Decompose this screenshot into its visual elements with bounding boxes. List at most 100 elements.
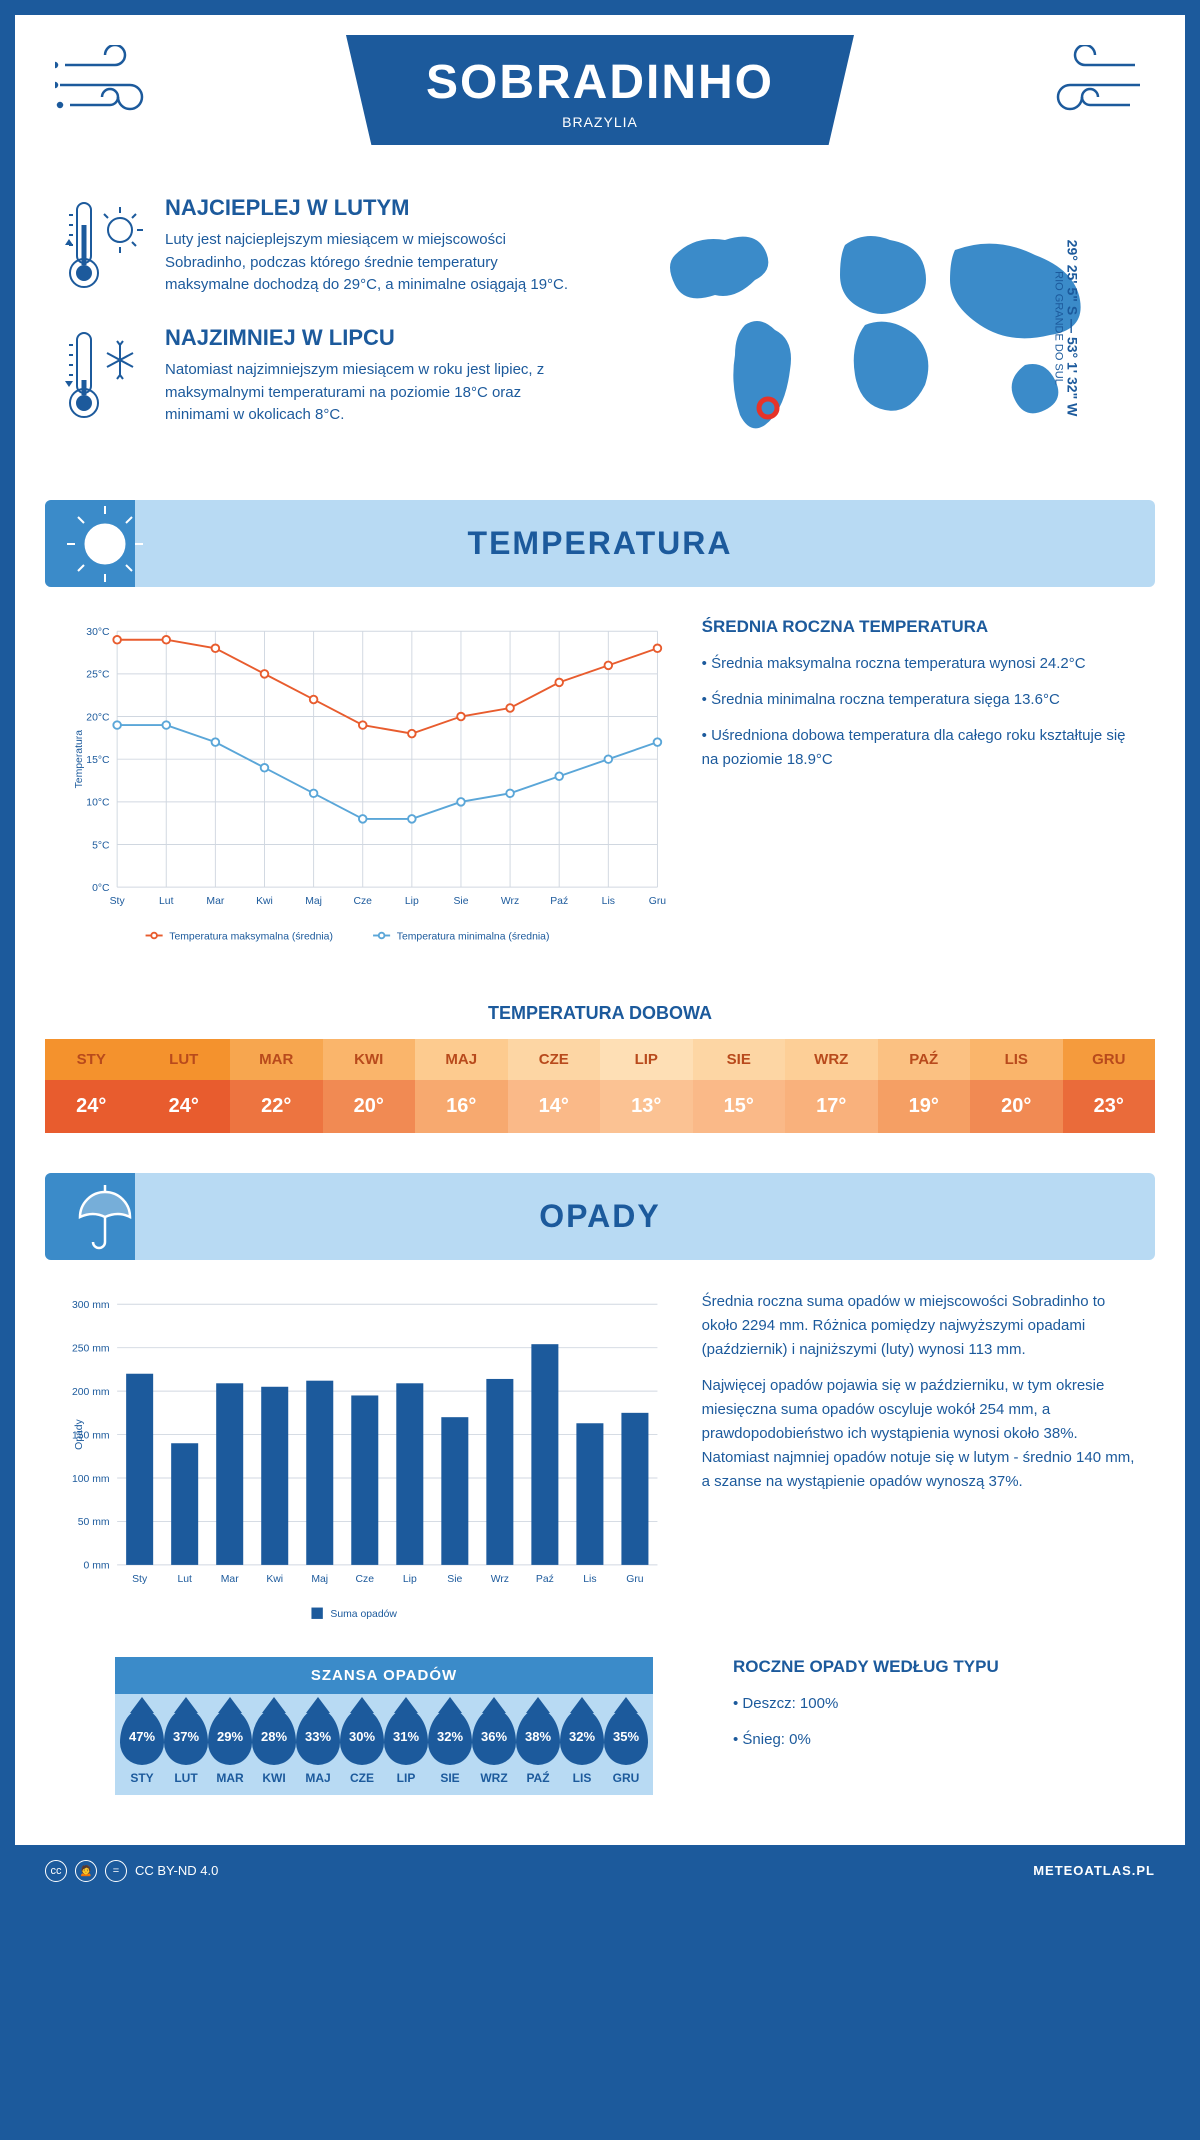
rain-chance-cell: 37%LUT <box>164 1709 208 1785</box>
section-rain-header: OPADY <box>45 1173 1155 1260</box>
cc-icon: cc <box>45 1860 67 1882</box>
temp-line-chart: 0°C 5°C 10°C 15°C 20°C 25°C 30°C Sty Lut Mar Kwi Ma… <box>65 617 672 963</box>
svg-text:Gru: Gru <box>649 896 667 907</box>
svg-text:Wrz: Wrz <box>501 896 519 907</box>
svg-text:50 mm: 50 mm <box>78 1517 110 1528</box>
svg-text:5°C: 5°C <box>92 840 110 851</box>
svg-text:10°C: 10°C <box>86 798 110 809</box>
nd-icon: = <box>105 1860 127 1882</box>
svg-text:Temperatura maksymalna (średni: Temperatura maksymalna (średnia) <box>169 931 333 942</box>
svg-text:Sty: Sty <box>132 1574 148 1585</box>
wind-icon <box>55 45 175 130</box>
temp-cell: LIS20° <box>970 1039 1063 1133</box>
svg-text:20°C: 20°C <box>86 712 110 723</box>
svg-text:30°C: 30°C <box>86 627 110 638</box>
daily-temp-title: TEMPERATURA DOBOWA <box>15 1003 1185 1024</box>
rain-chance-cell: 47%STY <box>120 1709 164 1785</box>
svg-text:200 mm: 200 mm <box>72 1387 110 1398</box>
fact-coldest: NAJZIMNIEJ W LIPCU Natomiast najzimniejs… <box>65 325 585 430</box>
svg-text:Maj: Maj <box>305 896 322 907</box>
section-temp-header: TEMPERATURA <box>45 500 1155 587</box>
temp-cell: GRU23° <box>1063 1039 1156 1133</box>
svg-text:Gru: Gru <box>626 1574 644 1585</box>
site-name: METEOATLAS.PL <box>1033 1863 1155 1878</box>
rain-chance-cell: 33%MAJ <box>296 1709 340 1785</box>
sun-icon <box>65 504 145 584</box>
fact-hottest: NAJCIEPLEJ W LUTYM Luty jest najcieplejs… <box>65 195 585 300</box>
temp-cell: KWI20° <box>323 1039 416 1133</box>
temp-cell: STY24° <box>45 1039 138 1133</box>
by-icon: 🙍 <box>75 1860 97 1882</box>
svg-text:Paź: Paź <box>550 896 568 907</box>
license-text: CC BY-ND 4.0 <box>135 1863 218 1878</box>
rain-chance-cell: 29%MAR <box>208 1709 252 1785</box>
rain-chance-row: 47%STY37%LUT29%MAR28%KWI33%MAJ30%CZE31%L… <box>115 1694 653 1795</box>
thermometer-sun-icon <box>65 195 145 300</box>
svg-text:Maj: Maj <box>311 1574 328 1585</box>
svg-text:Suma opadów: Suma opadów <box>330 1609 397 1620</box>
svg-text:Opady: Opady <box>74 1419 85 1450</box>
svg-text:15°C: 15°C <box>86 755 110 766</box>
svg-text:Paź: Paź <box>536 1574 554 1585</box>
temp-cell: CZE14° <box>508 1039 601 1133</box>
rain-chance-cell: 35%GRU <box>604 1709 648 1785</box>
rain-chance-title: SZANSA OPADÓW <box>115 1657 653 1694</box>
svg-text:Sty: Sty <box>110 896 126 907</box>
svg-text:300 mm: 300 mm <box>72 1300 110 1311</box>
rain-chance-cell: 36%WRZ <box>472 1709 516 1785</box>
fact-hot-title: NAJCIEPLEJ W LUTYM <box>165 195 585 221</box>
svg-text:Kwi: Kwi <box>266 1574 283 1585</box>
rain-chance-cell: 31%LIP <box>384 1709 428 1785</box>
umbrella-icon <box>65 1177 145 1257</box>
coordinates: 29° 25' 5" S — 53° 1' 32" W RIO GRANDE D… <box>1053 239 1081 416</box>
world-map: 29° 25' 5" S — 53° 1' 32" W RIO GRANDE D… <box>615 195 1135 460</box>
rain-chance-cell: 32%LIS <box>560 1709 604 1785</box>
temp-cell: SIE15° <box>693 1039 786 1133</box>
temp-avg-text: ŚREDNIA ROCZNA TEMPERATURA Średnia maksy… <box>702 617 1135 963</box>
wind-icon <box>1025 45 1145 130</box>
svg-text:Mar: Mar <box>221 1574 239 1585</box>
svg-text:Wrz: Wrz <box>491 1574 509 1585</box>
rain-chance-cell: 30%CZE <box>340 1709 384 1785</box>
svg-text:100 mm: 100 mm <box>72 1474 110 1485</box>
fact-cold-title: NAJZIMNIEJ W LIPCU <box>165 325 585 351</box>
daily-temp-table: STY24°LUT24°MAR22°KWI20°MAJ16°CZE14°LIP1… <box>45 1039 1155 1133</box>
svg-text:Mar: Mar <box>206 896 224 907</box>
footer: cc 🙍 = CC BY-ND 4.0 METEOATLAS.PL <box>15 1845 1185 1897</box>
temp-cell: MAJ16° <box>415 1039 508 1133</box>
svg-text:Lip: Lip <box>403 1574 417 1585</box>
svg-text:Cze: Cze <box>356 1574 375 1585</box>
fact-hot-text: Luty jest najcieplejszym miesiącem w mie… <box>165 229 585 297</box>
svg-text:Lut: Lut <box>159 896 174 907</box>
country-name: BRAZYLIA <box>426 114 774 130</box>
svg-text:Lip: Lip <box>405 896 419 907</box>
svg-text:Temperatura: Temperatura <box>74 730 85 789</box>
svg-text:Sie: Sie <box>453 896 468 907</box>
temp-cell: MAR22° <box>230 1039 323 1133</box>
rain-bytype: ROCZNE OPADY WEDŁUG TYPU Deszcz: 100%Śni… <box>733 1657 1135 1795</box>
svg-text:Sie: Sie <box>447 1574 462 1585</box>
thermometer-snow-icon <box>65 325 145 430</box>
temp-cell: LUT24° <box>138 1039 231 1133</box>
rain-text: Średnia roczna suma opadów w miejscowośc… <box>702 1290 1135 1636</box>
svg-text:Lis: Lis <box>602 896 615 907</box>
rain-chance-cell: 38%PAŹ <box>516 1709 560 1785</box>
svg-text:Cze: Cze <box>353 896 372 907</box>
fact-cold-text: Natomiast najzimniejszym miesiącem w rok… <box>165 359 585 427</box>
header: SOBRADINHO BRAZYLIA <box>15 15 1185 175</box>
svg-text:Kwi: Kwi <box>256 896 273 907</box>
rain-bar-chart: 0 mm50 mm100 mm150 mm200 mm250 mm300 mmS… <box>65 1290 672 1636</box>
svg-text:0°C: 0°C <box>92 883 110 894</box>
rain-chance-cell: 32%SIE <box>428 1709 472 1785</box>
temp-cell: LIP13° <box>600 1039 693 1133</box>
city-name: SOBRADINHO <box>426 55 774 110</box>
svg-text:Lis: Lis <box>583 1574 596 1585</box>
svg-text:250 mm: 250 mm <box>72 1344 110 1355</box>
svg-text:0 mm: 0 mm <box>84 1561 110 1572</box>
svg-text:25°C: 25°C <box>86 670 110 681</box>
temp-cell: WRZ17° <box>785 1039 878 1133</box>
title-banner: SOBRADINHO BRAZYLIA <box>346 35 854 145</box>
svg-text:Lut: Lut <box>177 1574 192 1585</box>
temp-cell: PAŹ19° <box>878 1039 971 1133</box>
rain-chance-cell: 28%KWI <box>252 1709 296 1785</box>
